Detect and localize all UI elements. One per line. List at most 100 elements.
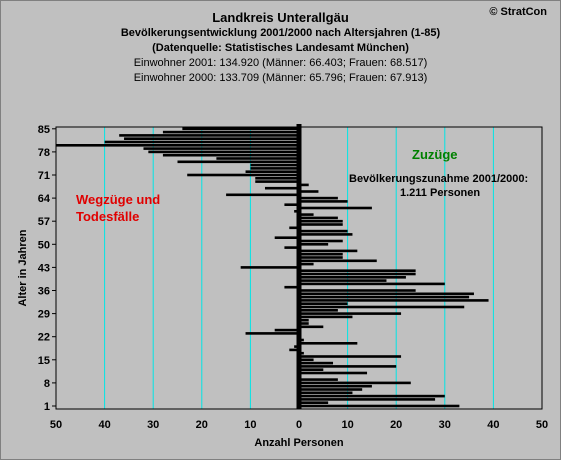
bar-age-56: [299, 223, 343, 226]
bar-age-78: [148, 150, 299, 154]
bar-age-27: [299, 318, 309, 322]
bar-age-48: [299, 249, 358, 253]
bar-age-18: [289, 348, 299, 352]
bar-age-36: [299, 289, 416, 292]
y-tick-labels: 1 8 15 22 29 36 43 50 57 64 71 78 85: [38, 124, 56, 413]
bar-age-33: [299, 299, 489, 302]
bar-age-9: [299, 378, 338, 381]
bar-age-39: [299, 279, 387, 282]
bar-age-63: [299, 200, 348, 203]
outflow-label-line1: Wegzüge und: [76, 192, 160, 207]
bars: [56, 127, 489, 408]
bar-age-79: [143, 147, 299, 150]
bar-age-37: [284, 285, 299, 289]
y-tick-label: 22: [38, 332, 50, 344]
bar-age-84: [162, 130, 299, 134]
population-2001: Einwohner 2001: 134.920 (Männer: 66.403;…: [133, 57, 428, 69]
bar-age-47: [299, 252, 343, 256]
y-tick-label: 85: [38, 124, 50, 136]
bar-age-20: [299, 342, 358, 345]
x-tick-label: 20: [196, 419, 208, 431]
bar-age-57: [299, 219, 343, 223]
x-tick-label: 20: [390, 419, 402, 431]
bar-age-66: [299, 190, 319, 193]
bar-age-23: [245, 332, 299, 335]
bar-age-1: [299, 404, 460, 408]
bar-age-11: [299, 371, 368, 375]
outflow-label-line2: Todesfälle: [76, 209, 139, 224]
bar-age-14: [299, 361, 334, 365]
bar-age-82: [124, 137, 299, 140]
x-tick-label: 0: [296, 419, 302, 431]
bar-age-73: [250, 167, 299, 170]
y-tick-label: 50: [38, 239, 50, 251]
bar-age-72: [245, 170, 299, 173]
x-axis-label: Anzahl Personen: [254, 437, 344, 449]
bar-age-61: [299, 206, 372, 210]
chart-title: Landkreis Unterallgäu: [212, 10, 349, 25]
bar-age-76: [216, 157, 299, 160]
y-tick-label: 43: [38, 262, 50, 274]
x-tick-labels: 50 40 30 20 10 0 10 20 30 40 50: [50, 419, 548, 431]
y-tick-label: 8: [44, 378, 50, 390]
copyright-label: © StratCon: [489, 6, 547, 18]
x-tick-label: 10: [244, 419, 256, 431]
bar-age-32: [299, 302, 348, 305]
y-tick-label: 71: [38, 170, 50, 182]
bar-age-13: [299, 365, 397, 368]
bar-age-64: [299, 196, 338, 200]
bar-age-16: [299, 355, 402, 358]
bar-age-53: [299, 233, 353, 236]
increase-value: 1.211 Personen: [400, 187, 480, 199]
bar-age-51: [299, 239, 343, 243]
bar-age-7: [299, 384, 372, 388]
bar-age-15: [299, 358, 314, 362]
bar-age-44: [299, 262, 314, 266]
x-tick-label: 10: [341, 419, 353, 431]
bar-age-54: [299, 229, 348, 233]
chart-subtitle: Bevölkerungsentwicklung 2001/2000 nach A…: [120, 27, 441, 39]
x-tick-label: 50: [536, 419, 548, 431]
bar-age-4: [299, 394, 445, 398]
y-tick-label: 78: [38, 147, 50, 159]
y-tick-label: 57: [38, 216, 50, 228]
increase-summary: Bevölkerungszunahme 2001/2000:: [349, 173, 528, 185]
bar-age-34: [299, 295, 470, 299]
bar-age-67: [264, 186, 299, 190]
bar-age-28: [299, 315, 353, 319]
population-2000: Einwohner 2000: 133.709 (Männer: 65.796;…: [133, 72, 428, 84]
bar-age-30: [299, 309, 338, 312]
bar-age-75: [177, 160, 299, 164]
bar-age-52: [274, 236, 299, 239]
bar-age-6: [299, 388, 363, 391]
y-tick-label: 64: [38, 193, 51, 205]
bar-age-5: [299, 391, 353, 395]
bar-age-49: [284, 246, 299, 249]
bar-age-85: [182, 127, 299, 131]
bar-age-50: [299, 243, 329, 246]
x-tick-label: 30: [147, 419, 159, 431]
bar-age-8: [299, 381, 411, 385]
bar-age-24: [274, 328, 299, 332]
bar-age-3: [299, 398, 436, 401]
bar-age-71: [187, 173, 299, 177]
bar-age-83: [119, 134, 300, 137]
x-tick-label: 40: [487, 419, 499, 431]
bar-age-55: [289, 226, 299, 230]
bar-age-26: [299, 322, 309, 325]
bar-age-70: [255, 177, 299, 180]
bar-age-58: [299, 216, 338, 220]
bar-age-12: [299, 368, 324, 371]
bar-age-2: [299, 401, 329, 404]
bar-age-74: [250, 163, 299, 167]
bar-age-69: [255, 180, 299, 183]
bar-age-42: [299, 269, 416, 272]
bar-age-65: [226, 193, 299, 197]
y-tick-label: 15: [38, 355, 50, 367]
bar-age-80: [56, 144, 299, 147]
data-source: (Datenquelle: Statistisches Landesamt Mü…: [152, 42, 409, 54]
y-tick-label: 29: [38, 309, 50, 321]
bar-age-62: [284, 203, 299, 206]
y-axis-label: Alter in Jahren: [17, 229, 29, 306]
